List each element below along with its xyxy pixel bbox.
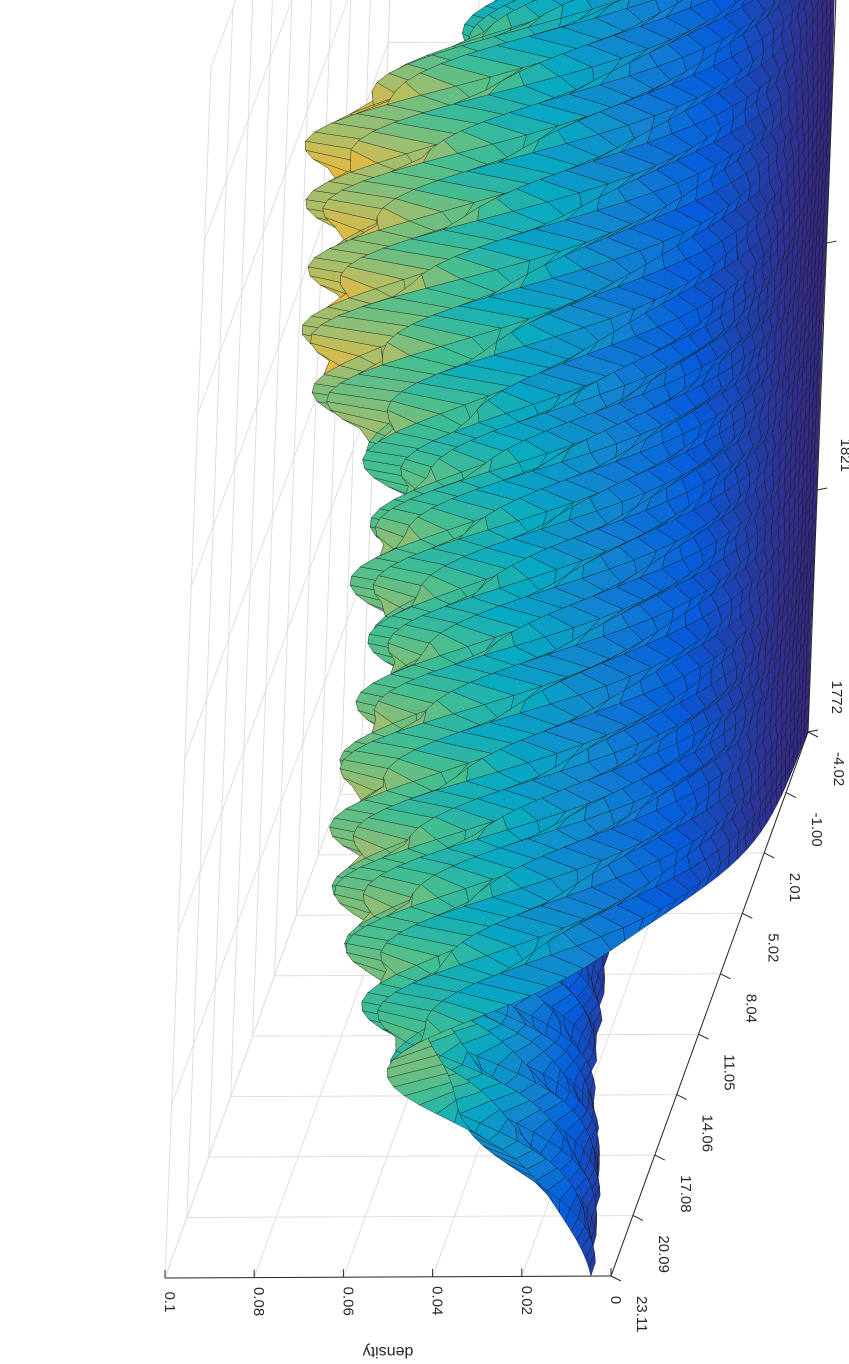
grid-line [171,560,369,1106]
grid-line [164,733,363,1279]
grid-line [186,7,234,1218]
grid-line [204,0,293,242]
surface-cell [773,0,778,4]
surface-plot [301,0,835,1277]
grid-line [230,0,273,1097]
grid-line [295,0,332,916]
grid-line [177,388,376,933]
grid-line [186,1215,633,1219]
grid-line [164,67,212,1279]
grid-line [197,0,349,414]
grid-line [252,0,293,1037]
grid-line [273,0,312,976]
grid-line [208,0,254,1158]
